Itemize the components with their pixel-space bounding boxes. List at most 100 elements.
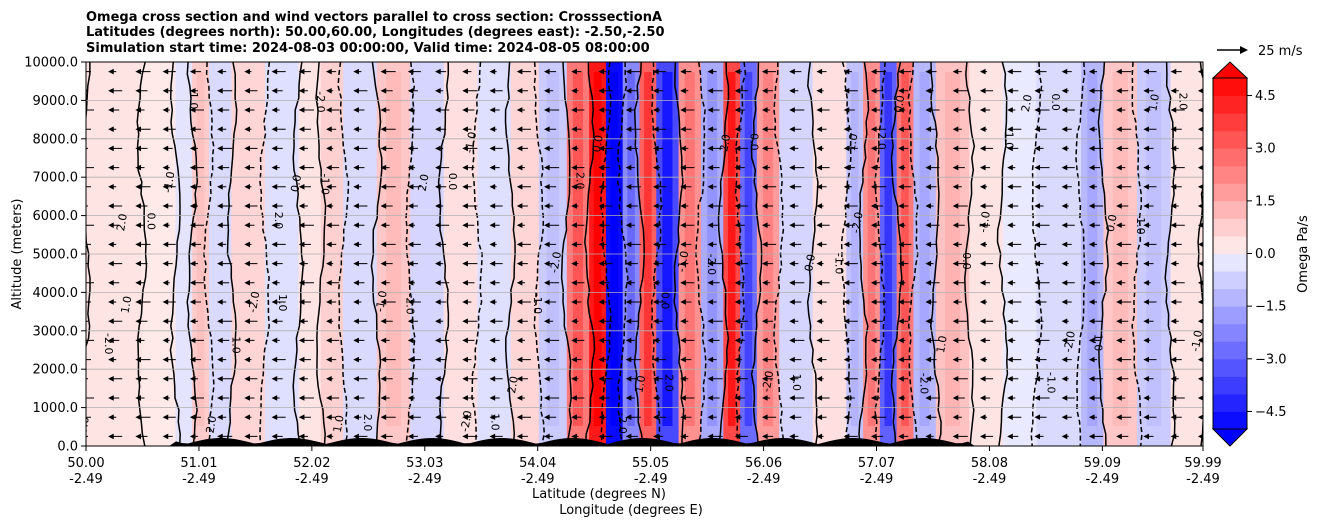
contour-label: 2.0 [114,213,130,232]
wind-vector [870,183,887,190]
wind-vector [816,279,830,286]
wind-vector [1034,260,1044,267]
wind-vector [1170,375,1179,382]
wind-vector [816,299,827,305]
wind-vector [462,356,472,363]
wind-vector [680,183,692,190]
wind-vector [162,68,176,75]
x-tick-label-longitude: -2.49 [1186,472,1220,487]
omega-core [572,72,584,426]
wind-vector [1143,241,1157,248]
contour-label: 1.0 [1146,93,1162,112]
wind-vector [108,279,120,286]
wind-vector [407,279,415,286]
wind-vector [353,414,362,421]
y-axis-ticks: 0.0 1000.0 2000.0 3000.0 4000.0 5000.0 6000.0 7… [24,56,86,455]
y-tick-label: 7000.0 [33,171,79,186]
wind-vector [298,260,308,267]
wind-vector [1116,145,1129,152]
wind-vector [462,395,475,401]
wind-vector [761,299,777,305]
wind-vector [952,414,962,421]
wind-vector [680,260,689,267]
wind-vector [1116,222,1126,229]
contour-label: 2.0 [875,132,888,150]
wind-vector [789,183,802,190]
wind-vector [1007,279,1016,286]
wind-vector [870,414,887,421]
wind-vector [653,241,667,248]
wind-vector [298,241,311,248]
wind-vector [353,299,362,305]
wind-vector [353,145,368,152]
wind-vector [653,260,664,267]
wind-vector [1034,145,1044,152]
wind-vector [217,395,230,401]
wind-vector [1143,107,1151,113]
wind-vector [135,87,148,94]
wind-vector [707,68,717,75]
contour-label: -2.0 [760,370,777,393]
wind-vector [353,395,365,401]
wind-vector [108,375,123,382]
wind-vector [135,145,148,152]
wind-vector [653,356,667,363]
wind-vector [843,183,852,190]
wind-vector [761,164,771,171]
wind-vector [271,299,286,305]
y-tick-label: 3000.0 [33,324,79,339]
wind-vector [489,414,497,421]
wind-vector [979,241,988,248]
wind-vector [1061,414,1072,421]
wind-vector [135,375,148,382]
wind-vector [734,126,742,133]
contour-label: -1.0 [319,174,332,195]
wind-vector [1034,87,1044,94]
wind-vector [217,203,233,209]
contour-label: -1.0 [833,253,846,274]
x-tick-label-latitude: 57.07 [858,456,895,471]
plot-area: 0.0 1.0 -1.0 2.0 -2.0 0.0 1.0 -1.0 2.0 -2.0 0.0 1.0… [86,62,1203,446]
wind-vector [925,126,937,133]
wind-vector [625,164,635,171]
wind-vector [870,126,887,133]
wind-vector [707,107,720,113]
omega-core [901,72,909,426]
wind-vector [625,107,635,113]
wind-vector [898,433,909,440]
contour-labels: 0.0 1.0 -1.0 2.0 -2.0 0.0 1.0 -1.0 2.0 -2.0 0.0 1.0… [86,91,1203,435]
wind-vector [979,145,994,152]
wind-vector [789,395,805,401]
contour-label: 0.0 [892,94,908,113]
colorbar-step [1213,148,1247,167]
wind-vector [707,356,717,363]
contour-label: -1.0 [1134,213,1147,234]
wind-vector [870,164,881,171]
wind-vector [462,203,478,209]
wind-vector [979,164,991,171]
wind-vector [734,433,748,440]
wind-vector [625,375,638,382]
wind-vector [734,356,742,363]
wind-vector [707,126,717,133]
x-axis-ticks: 50.00-2.4951.01-2.4952.02-2.4953.03-2.49… [67,446,1222,487]
contour-label: 2.0 [416,173,432,192]
wind-vector [462,433,478,440]
colorbar-step [1213,306,1247,325]
x-tick-label-longitude: -2.49 [69,472,103,487]
wind-vector [244,145,258,152]
wind-vector [435,107,450,113]
wind-vector [571,299,582,305]
wind-vector [625,337,635,344]
wind-vector [407,183,421,190]
wind-vector [271,203,283,209]
wind-vector [734,299,742,305]
wind-vector [789,375,799,382]
wind-vector [707,222,720,229]
wind-vector [734,375,748,382]
wind-vector [870,107,881,113]
wind-vector [707,375,723,382]
wind-vector [870,318,884,325]
wind-vector [598,107,610,113]
wind-vector [1116,164,1126,171]
